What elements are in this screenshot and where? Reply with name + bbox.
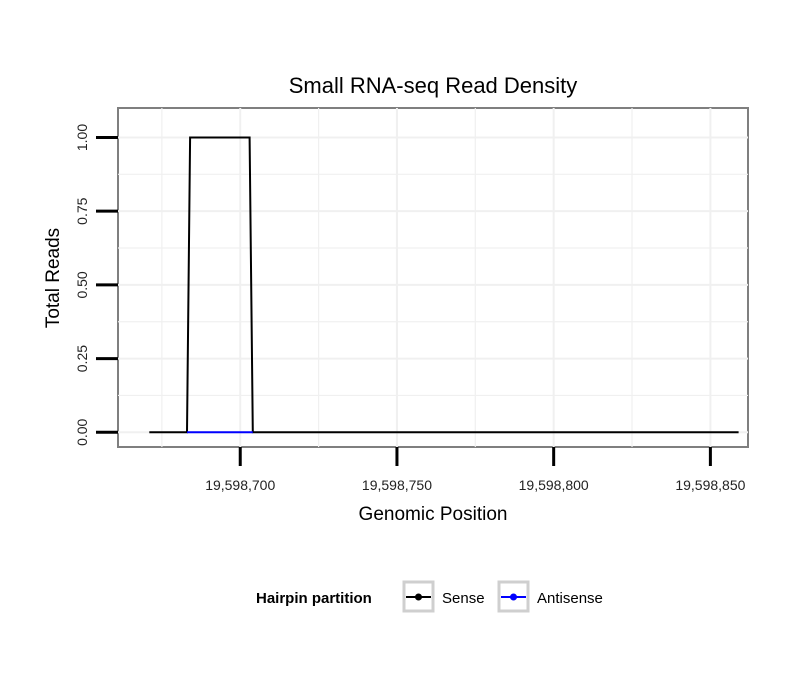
y-tick-label: 1.00 xyxy=(74,124,90,151)
series-line-sense xyxy=(149,136,739,434)
legend-label-antisense: Antisense xyxy=(537,590,603,607)
legend-dot-sense xyxy=(415,593,422,601)
grid-lines xyxy=(118,108,748,447)
legend-key-antisense xyxy=(497,580,530,613)
legend-key-sense xyxy=(402,580,435,613)
plot-panel xyxy=(117,107,749,448)
chart-title: Small RNA-seq Read Density xyxy=(289,73,578,98)
x-tick-label: 19,598,800 xyxy=(519,477,589,493)
legend: Hairpin partition Sense Antisense xyxy=(256,580,603,613)
legend-title: Hairpin partition xyxy=(256,590,372,607)
x-axis-title: Genomic Position xyxy=(359,504,508,525)
y-tick-label: 0.00 xyxy=(74,418,90,445)
x-tick-label: 19,598,850 xyxy=(675,477,745,493)
y-tick-label: 0.50 xyxy=(74,271,90,298)
y-axis-title: Total Reads xyxy=(43,228,64,328)
x-tick-label: 19,598,700 xyxy=(205,477,275,493)
series-layer xyxy=(149,136,739,434)
y-tick-label: 0.75 xyxy=(74,197,90,224)
axes: 0.00 0.25 0.50 0.75 1.00 19,598,700 19,598,750… xyxy=(74,124,746,493)
legend-dot-antisense xyxy=(510,593,517,601)
x-tick-label: 19,598,750 xyxy=(362,477,432,493)
y-tick-label: 0.25 xyxy=(74,345,90,372)
legend-label-sense: Sense xyxy=(442,590,485,607)
